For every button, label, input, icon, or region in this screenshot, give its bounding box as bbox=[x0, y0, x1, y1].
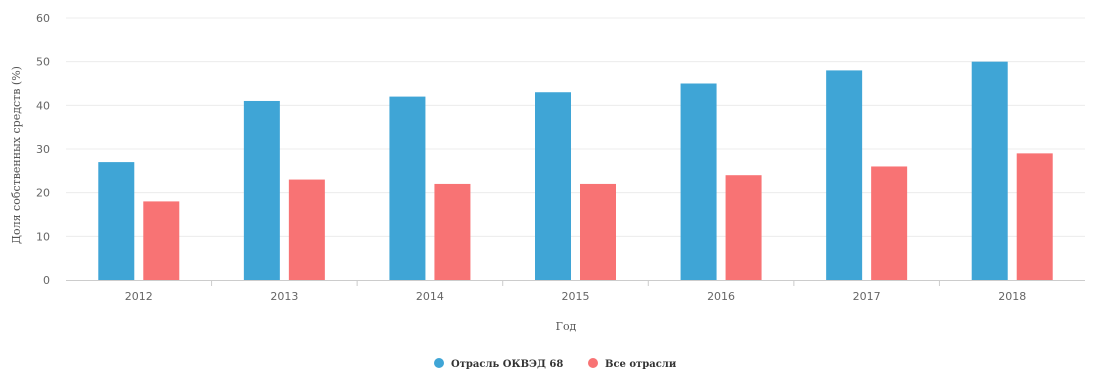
y-tick-label: 50 bbox=[36, 56, 50, 69]
bar-series-1-2013[interactable] bbox=[243, 100, 280, 280]
bar-series-2-2013[interactable] bbox=[288, 179, 325, 280]
legend: Отрасль ОКВЭД 68 Все отрасли bbox=[434, 358, 677, 370]
y-axis-ticks: 0 10 20 30 40 50 60 bbox=[36, 12, 50, 287]
bar-series-1-2018[interactable] bbox=[971, 61, 1008, 280]
legend-swatch-series-1 bbox=[434, 358, 444, 368]
legend-item-series-2[interactable]: Все отрасли bbox=[588, 358, 677, 370]
x-tick-label: 2018 bbox=[998, 290, 1026, 303]
x-tick-label: 2014 bbox=[416, 290, 444, 303]
legend-label-series-2: Все отрасли bbox=[605, 359, 677, 370]
y-tick-label: 30 bbox=[36, 143, 50, 156]
bar-series-1-2015[interactable] bbox=[535, 92, 571, 280]
bar-series-1-2017[interactable] bbox=[826, 70, 863, 281]
y-tick-label: 10 bbox=[36, 230, 50, 243]
bar-series-1-2012[interactable] bbox=[98, 162, 135, 280]
x-tick-label: 2015 bbox=[562, 290, 590, 303]
legend-swatch-series-2 bbox=[588, 358, 598, 368]
y-tick-label: 60 bbox=[36, 12, 50, 25]
bar-series-2-2016[interactable] bbox=[725, 175, 762, 280]
x-axis-ticks: 2012 2013 2014 2015 2016 2017 2018 bbox=[125, 290, 1026, 303]
bar-series-2-2012[interactable] bbox=[143, 201, 180, 280]
x-axis-title: Год bbox=[556, 320, 577, 333]
bars bbox=[98, 61, 1053, 281]
bar-series-2-2017[interactable] bbox=[871, 166, 908, 280]
y-tick-label: 20 bbox=[36, 187, 50, 200]
legend-item-series-1[interactable]: Отрасль ОКВЭД 68 bbox=[434, 358, 563, 370]
x-tick-label: 2016 bbox=[707, 290, 735, 303]
x-tick-label: 2013 bbox=[270, 290, 298, 303]
x-axis bbox=[66, 280, 1085, 286]
grid-lines bbox=[66, 17, 1085, 237]
legend-label-series-1: Отрасль ОКВЭД 68 bbox=[451, 359, 563, 370]
y-tick-label: 0 bbox=[43, 274, 50, 287]
y-axis-title: Доля собственных средств (%) bbox=[10, 66, 23, 244]
bar-series-2-2014[interactable] bbox=[434, 183, 471, 280]
x-tick-label: 2017 bbox=[853, 290, 881, 303]
bar-series-1-2016[interactable] bbox=[680, 83, 717, 281]
x-tick-label: 2012 bbox=[125, 290, 153, 303]
bar-series-2-2015[interactable] bbox=[580, 183, 616, 280]
bar-series-1-2014[interactable] bbox=[389, 96, 426, 280]
bar-series-2-2018[interactable] bbox=[1016, 153, 1053, 280]
y-tick-label: 40 bbox=[36, 99, 50, 112]
